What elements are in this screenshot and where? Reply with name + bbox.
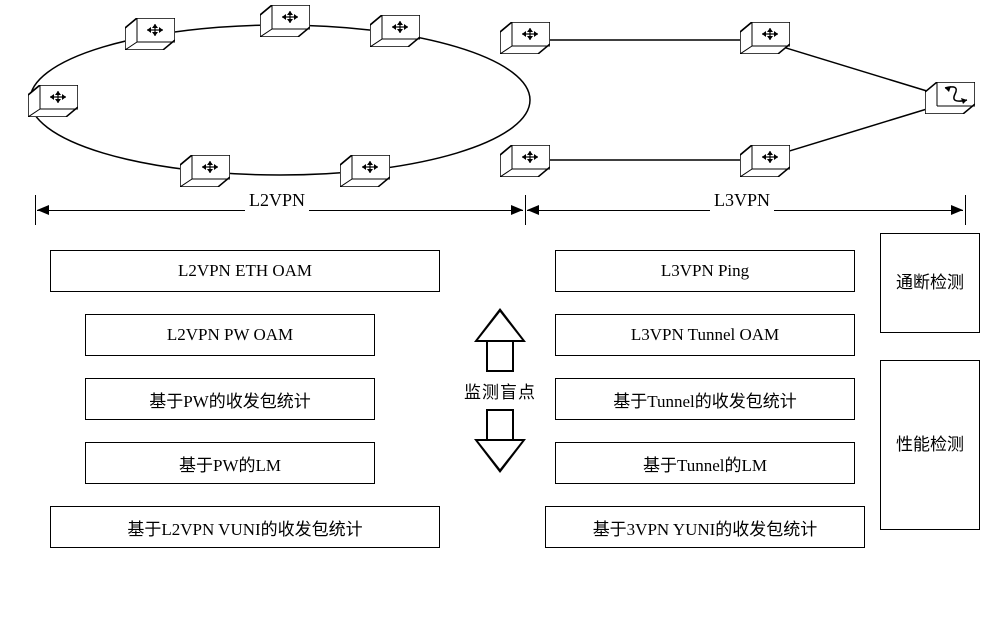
- arrow-up-icon: [474, 308, 526, 342]
- center-label: 监测盲点: [460, 378, 540, 403]
- switch-icon: [740, 145, 790, 177]
- dim-arrow: [951, 205, 963, 215]
- switch-icon: [370, 15, 420, 47]
- box-tunnel-stats: 基于Tunnel的收发包统计: [555, 378, 855, 420]
- box-pw-lm: 基于PW的LM: [85, 442, 375, 484]
- center-arrows: 监测盲点: [460, 250, 540, 473]
- box-pw-stats: 基于PW的收发包统计: [85, 378, 375, 420]
- box-3vpn-yuni-stats: 基于3VPN YUNI的收发包统计: [545, 506, 865, 548]
- l2vpn-label: L2VPN: [245, 190, 309, 211]
- l3vpn-label: L3VPN: [710, 190, 774, 211]
- switch-icon: [28, 85, 78, 117]
- side-connectivity: 通断检测: [880, 233, 980, 333]
- box-l2vpn-pw-oam: L2VPN PW OAM: [85, 314, 375, 356]
- box-l3vpn-tunnel-oam: L3VPN Tunnel OAM: [555, 314, 855, 356]
- switch-icon: [500, 22, 550, 54]
- box-tunnel-lm: 基于Tunnel的LM: [555, 442, 855, 484]
- arrow-up-stem: [486, 340, 514, 372]
- dim-arrow: [511, 205, 523, 215]
- arrow-dn-stem: [486, 409, 514, 441]
- topology-area: L2VPN L3VPN: [0, 0, 1000, 230]
- switch-icon: [740, 22, 790, 54]
- switch-icon: [500, 145, 550, 177]
- router-icon: [925, 82, 975, 114]
- switch-icon: [125, 18, 175, 50]
- box-l2vpn-eth-oam: L2VPN ETH OAM: [50, 250, 440, 292]
- dim-tick-right: [965, 195, 966, 225]
- side-performance: 性能检测: [880, 360, 980, 530]
- dim-arrow: [527, 205, 539, 215]
- switch-icon: [260, 5, 310, 37]
- switch-icon: [180, 155, 230, 187]
- box-l2vpn-vuni-stats: 基于L2VPN VUNI的收发包统计: [50, 506, 440, 548]
- box-l3vpn-ping: L3VPN Ping: [555, 250, 855, 292]
- dim-tick-left: [35, 195, 36, 225]
- dim-tick-mid: [525, 195, 526, 225]
- dim-arrow: [37, 205, 49, 215]
- arrow-down-icon: [474, 439, 526, 473]
- switch-icon: [340, 155, 390, 187]
